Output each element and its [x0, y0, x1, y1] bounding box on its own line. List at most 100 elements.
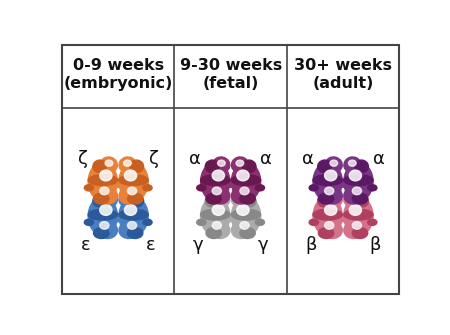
Ellipse shape — [231, 187, 252, 204]
Text: α: α — [302, 149, 314, 168]
Ellipse shape — [240, 228, 255, 239]
Ellipse shape — [119, 187, 139, 204]
Ellipse shape — [127, 187, 137, 195]
Ellipse shape — [231, 209, 261, 220]
Ellipse shape — [352, 228, 368, 239]
Ellipse shape — [201, 197, 230, 236]
Ellipse shape — [88, 162, 117, 201]
Text: α: α — [260, 149, 272, 168]
Ellipse shape — [231, 191, 248, 207]
Text: β: β — [305, 237, 316, 254]
Ellipse shape — [330, 195, 338, 201]
Ellipse shape — [344, 157, 361, 173]
Ellipse shape — [119, 175, 148, 186]
Ellipse shape — [143, 219, 152, 225]
Ellipse shape — [338, 179, 348, 187]
Ellipse shape — [213, 191, 230, 207]
Ellipse shape — [231, 157, 248, 173]
Ellipse shape — [213, 157, 230, 173]
Ellipse shape — [205, 195, 219, 207]
Ellipse shape — [368, 185, 377, 191]
Ellipse shape — [313, 162, 342, 201]
Ellipse shape — [313, 209, 342, 220]
Ellipse shape — [113, 214, 124, 221]
Text: ε: ε — [81, 237, 91, 254]
Ellipse shape — [212, 187, 221, 195]
Ellipse shape — [98, 187, 117, 204]
Ellipse shape — [100, 187, 109, 195]
Ellipse shape — [100, 205, 112, 215]
Ellipse shape — [212, 221, 221, 229]
Ellipse shape — [88, 197, 117, 236]
Ellipse shape — [355, 160, 369, 173]
Ellipse shape — [236, 195, 244, 201]
Ellipse shape — [325, 157, 342, 173]
Text: 0-9 weeks
(embryonic): 0-9 weeks (embryonic) — [63, 58, 173, 91]
Ellipse shape — [355, 195, 369, 207]
Ellipse shape — [210, 221, 230, 239]
Ellipse shape — [349, 205, 361, 215]
Ellipse shape — [124, 160, 131, 166]
Text: 9-30 weeks
(fetal): 9-30 weeks (fetal) — [180, 58, 282, 91]
Ellipse shape — [124, 170, 137, 181]
Ellipse shape — [324, 170, 337, 181]
Ellipse shape — [124, 195, 131, 201]
Ellipse shape — [325, 191, 342, 207]
Ellipse shape — [88, 209, 117, 220]
Ellipse shape — [119, 221, 139, 239]
Ellipse shape — [255, 185, 265, 191]
Ellipse shape — [324, 187, 334, 195]
Ellipse shape — [113, 179, 124, 187]
Ellipse shape — [127, 221, 137, 229]
Ellipse shape — [225, 214, 236, 221]
Ellipse shape — [318, 195, 332, 207]
Ellipse shape — [127, 228, 143, 239]
Ellipse shape — [352, 187, 361, 195]
Ellipse shape — [352, 221, 361, 229]
Ellipse shape — [93, 160, 107, 173]
Text: γ: γ — [258, 237, 268, 254]
Ellipse shape — [338, 179, 348, 187]
Ellipse shape — [240, 221, 249, 229]
Ellipse shape — [338, 214, 348, 221]
Ellipse shape — [119, 197, 148, 236]
Ellipse shape — [212, 205, 225, 215]
Ellipse shape — [236, 160, 244, 166]
Ellipse shape — [119, 191, 136, 207]
Ellipse shape — [217, 195, 225, 201]
Ellipse shape — [206, 193, 221, 204]
Ellipse shape — [205, 160, 219, 173]
Ellipse shape — [231, 197, 261, 236]
Ellipse shape — [322, 221, 342, 239]
Ellipse shape — [324, 205, 337, 215]
Text: ε: ε — [146, 237, 155, 254]
Ellipse shape — [231, 221, 252, 239]
Ellipse shape — [349, 170, 361, 181]
Ellipse shape — [348, 160, 356, 166]
Ellipse shape — [130, 195, 144, 207]
Ellipse shape — [225, 179, 236, 187]
Text: 30+ weeks
(adult): 30+ weeks (adult) — [294, 58, 392, 91]
Ellipse shape — [348, 195, 356, 201]
Ellipse shape — [88, 175, 117, 186]
Text: β: β — [370, 237, 381, 254]
Ellipse shape — [338, 214, 348, 221]
Text: ζ: ζ — [78, 149, 88, 168]
Ellipse shape — [94, 193, 109, 204]
Ellipse shape — [105, 160, 113, 166]
Ellipse shape — [352, 193, 368, 204]
Ellipse shape — [319, 228, 334, 239]
Ellipse shape — [119, 157, 136, 173]
Ellipse shape — [231, 175, 261, 186]
Ellipse shape — [119, 162, 148, 201]
Ellipse shape — [93, 195, 107, 207]
Ellipse shape — [197, 219, 206, 225]
Ellipse shape — [113, 179, 124, 187]
Ellipse shape — [309, 185, 319, 191]
Text: α: α — [189, 149, 201, 168]
Ellipse shape — [84, 185, 94, 191]
Ellipse shape — [100, 157, 117, 173]
Ellipse shape — [242, 160, 256, 173]
Ellipse shape — [94, 228, 109, 239]
Ellipse shape — [212, 170, 225, 181]
